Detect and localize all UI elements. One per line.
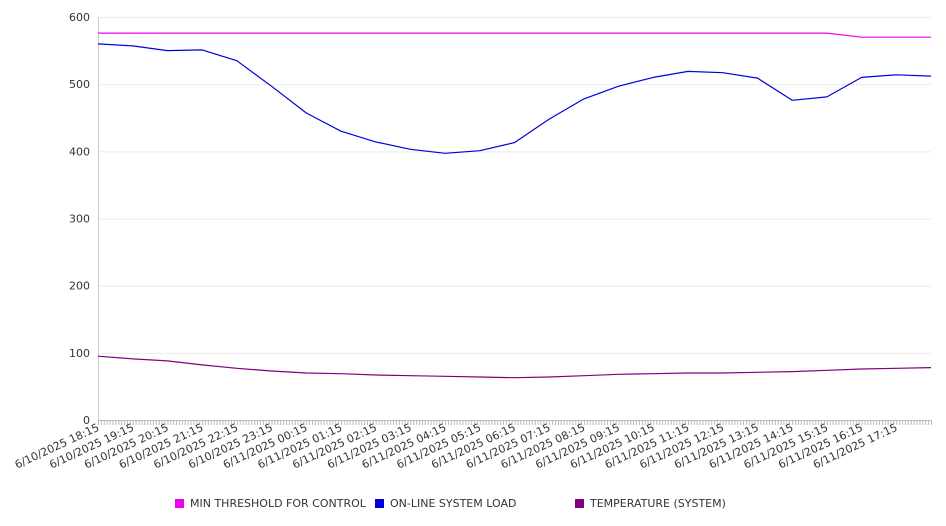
- legend-swatch-temperature: [575, 499, 584, 508]
- grid: [98, 17, 931, 354]
- legend-label-min-threshold: MIN THRESHOLD FOR CONTROL: [190, 497, 366, 510]
- y-tick-label: 100: [69, 347, 90, 360]
- legend-item-system-load[interactable]: ON-LINE SYSTEM LOAD: [375, 497, 516, 510]
- y-tick-label: 200: [69, 280, 90, 293]
- axes: [98, 17, 932, 425]
- legend-label-temperature: TEMPERATURE (SYSTEM): [590, 497, 726, 510]
- legend-item-temperature[interactable]: TEMPERATURE (SYSTEM): [575, 497, 726, 510]
- legend: MIN THRESHOLD FOR CONTROL ON-LINE SYSTEM…: [0, 497, 946, 515]
- y-tick-label: 400: [69, 145, 90, 158]
- series-line-1: [97, 43, 932, 154]
- y-tick-label: 300: [69, 213, 90, 226]
- legend-label-system-load: ON-LINE SYSTEM LOAD: [390, 497, 517, 510]
- series-line-2: [97, 355, 932, 379]
- y-tick-label: 500: [69, 78, 90, 91]
- y-tick-label: 600: [69, 11, 90, 24]
- legend-swatch-min-threshold: [175, 499, 184, 508]
- series-line-0: [98, 32, 931, 38]
- legend-swatch-system-load: [375, 499, 384, 508]
- series: [97, 32, 932, 379]
- y-tick-label: 0: [83, 414, 90, 427]
- legend-item-min-threshold[interactable]: MIN THRESHOLD FOR CONTROL: [175, 497, 366, 510]
